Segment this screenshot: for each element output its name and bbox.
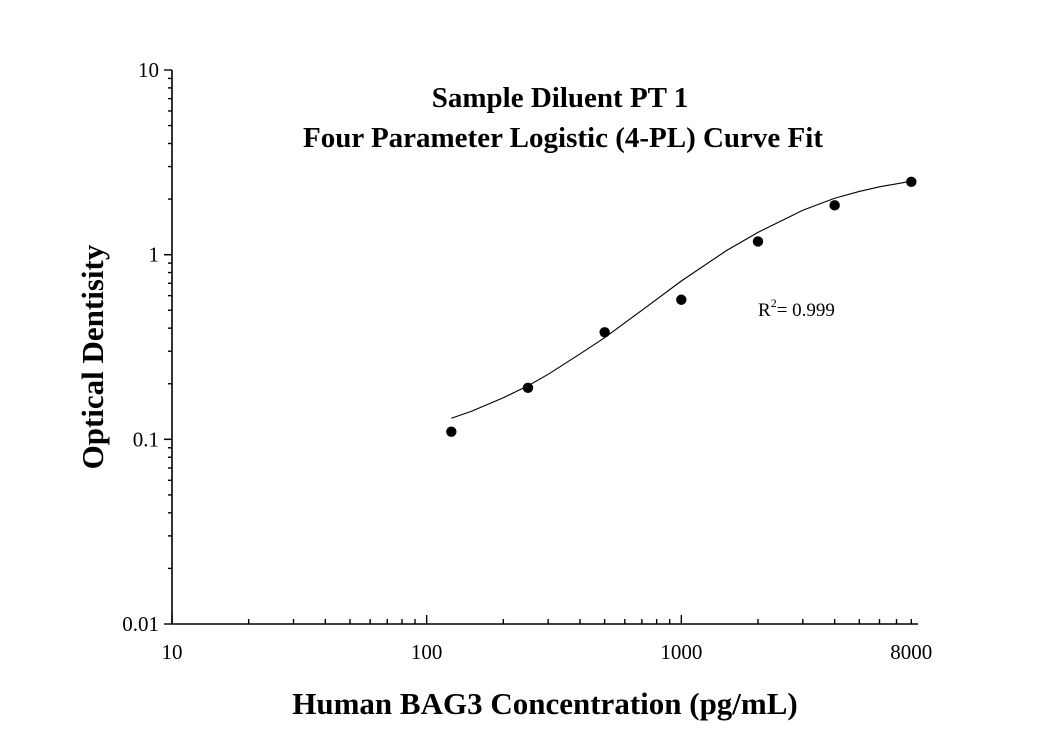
- x-tick-label: 1000: [660, 640, 702, 664]
- r-squared-annotation: R2= 0.999: [758, 296, 835, 321]
- r-squared-value: = 0.999: [777, 300, 835, 321]
- data-point: [676, 294, 687, 305]
- x-tick-label: 10: [162, 640, 183, 664]
- x-axis-title: Human BAG3 Concentration (pg/mL): [292, 686, 798, 721]
- fit-curve: [451, 180, 912, 419]
- tick-labels: 0.01 0.1 1 10 10 100 1000 8000: [122, 58, 932, 664]
- data-point: [829, 200, 840, 211]
- axis-ticks: [164, 69, 912, 625]
- chart-title: Sample Diluent PT 1: [432, 82, 688, 114]
- y-tick-label: 1: [149, 243, 160, 267]
- y-tick-label: 10: [138, 58, 159, 82]
- chart-subtitle: Four Parameter Logistic (4-PL) Curve Fit: [303, 122, 823, 154]
- data-point: [599, 327, 610, 338]
- x-tick-label: 100: [411, 640, 443, 664]
- x-tick-label: 8000: [890, 640, 932, 664]
- data-points: [446, 176, 917, 437]
- data-point: [752, 236, 764, 247]
- r-squared-superscript: 2: [771, 296, 777, 310]
- data-point: [522, 382, 534, 394]
- y-tick-label: 0.01: [122, 612, 159, 636]
- r-squared-base: R: [758, 300, 771, 321]
- y-tick-label: 0.1: [133, 427, 159, 451]
- data-point: [446, 426, 457, 437]
- y-axis-title: Optical Dentisity: [75, 244, 110, 469]
- data-point: [906, 176, 917, 188]
